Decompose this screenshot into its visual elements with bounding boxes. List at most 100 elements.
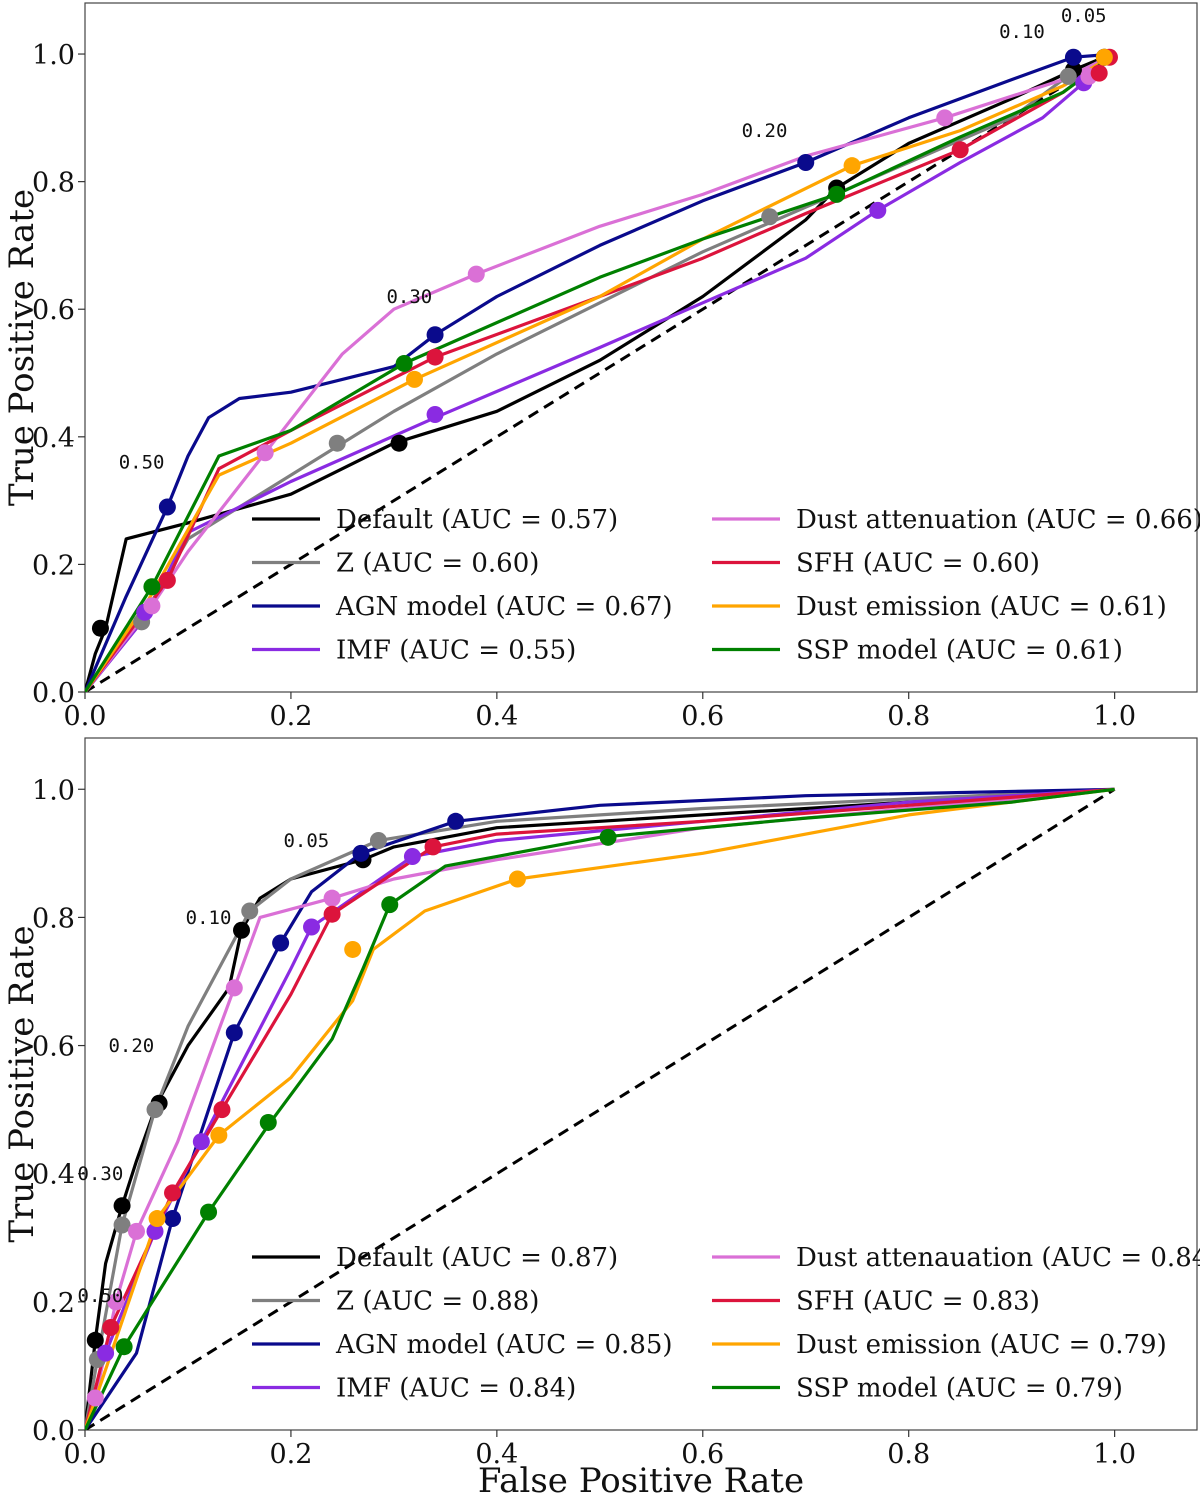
threshold-marker-imf — [869, 201, 887, 219]
threshold-marker-ssp-model — [143, 578, 161, 596]
threshold-annotation: 0.20 — [742, 120, 788, 142]
threshold-marker-dust-emission — [843, 157, 861, 175]
threshold-marker-z — [761, 208, 779, 226]
series-line-ssp-model — [85, 787, 1115, 1430]
plot-frame — [84, 2, 1198, 693]
legend-label-default: Default (AUC = 0.87) — [336, 1243, 618, 1273]
y-tick-label: 0.2 — [32, 1288, 75, 1319]
threshold-annotation: 0.20 — [108, 1035, 154, 1057]
legend-label-sfh: SFH (AUC = 0.83) — [796, 1287, 1040, 1317]
y-tick-label: 0.4 — [32, 423, 75, 454]
x-tick-label: 0.4 — [475, 701, 518, 732]
threshold-marker-dust-attenuation — [225, 979, 243, 997]
plot-area — [85, 48, 1118, 692]
threshold-marker-dust-attenuation — [936, 109, 954, 127]
x-tick-label: 0.6 — [681, 1439, 724, 1470]
threshold-marker-sfh — [951, 141, 969, 159]
threshold-marker-dust-emission — [210, 1126, 228, 1144]
legend-label-imf: IMF (AUC = 0.84) — [336, 1374, 576, 1404]
threshold-marker-imf — [403, 848, 421, 866]
threshold-marker-z — [328, 434, 346, 452]
threshold-marker-sfh — [323, 905, 341, 923]
legend-label-z: Z (AUC = 0.88) — [336, 1287, 539, 1317]
series-line-dust-emission — [85, 787, 1115, 1430]
x-tick-label: 0.0 — [64, 1439, 107, 1470]
threshold-marker-sfh — [426, 348, 444, 366]
threshold-marker-dust-attenuation — [127, 1222, 145, 1240]
threshold-marker-ssp-model — [395, 354, 413, 372]
legend-label-agn-model: AGN model (AUC = 0.67) — [335, 592, 673, 622]
threshold-marker-dust-emission — [344, 940, 362, 958]
threshold-marker-agn-model — [158, 498, 176, 516]
threshold-marker-agn-model — [797, 153, 815, 171]
series-line-ssp-model — [85, 52, 1116, 692]
y-tick-label: 0.8 — [32, 168, 75, 199]
x-axis-label: False Positive Rate — [478, 1461, 804, 1496]
threshold-marker-ssp-model — [381, 896, 399, 914]
legend-label-sfh: SFH (AUC = 0.60) — [796, 549, 1040, 579]
x-tick-label: 1.0 — [1093, 701, 1136, 732]
legend-label-ssp-model: SSP model (AUC = 0.61) — [796, 636, 1123, 666]
x-tick-label: 0.2 — [269, 1439, 312, 1470]
legend-label-imf: IMF (AUC = 0.55) — [336, 636, 576, 666]
threshold-marker-dust-attenuation — [256, 444, 274, 462]
threshold-marker-z — [146, 1101, 164, 1119]
threshold-marker-ssp-model — [115, 1338, 133, 1356]
threshold-marker-dust-attenuation — [143, 597, 161, 615]
threshold-marker-dust-emission — [508, 870, 526, 888]
threshold-annotation: 0.10 — [999, 21, 1045, 43]
threshold-annotation: 0.05 — [283, 830, 329, 852]
threshold-marker-default — [91, 619, 109, 637]
threshold-annotation: 0.30 — [78, 1163, 124, 1185]
threshold-marker-dust-attenuation — [86, 1389, 104, 1407]
legend-label-agn-model: AGN model (AUC = 0.85) — [335, 1330, 673, 1360]
legend-label-dust-emission: Dust emission (AUC = 0.79) — [796, 1330, 1167, 1360]
threshold-marker-ssp-model — [828, 185, 846, 203]
y-tick-label: 0.6 — [32, 1032, 75, 1063]
x-tick-label: 0.0 — [64, 701, 107, 732]
threshold-marker-sfh — [1090, 64, 1108, 82]
chance-diagonal-line — [85, 52, 1116, 692]
x-tick-label: 0.4 — [475, 1439, 518, 1470]
series-line-dust-emission — [85, 52, 1116, 692]
x-tick-label: 1.0 — [1093, 1439, 1136, 1470]
threshold-marker-sfh — [158, 571, 176, 589]
legend-label-default: Default (AUC = 0.57) — [336, 505, 618, 535]
y-tick-label: 1.0 — [32, 40, 75, 71]
roc-panel-bottom: 0.0 0.2 0.4 0.6 0.8 1.0 0.0 0.2 0.4 0.6 0.8 1.0 True… — [2, 737, 1200, 1496]
legend: Default (AUC = 0.57) Z (AUC = 0.60) AGN mo… — [252, 505, 1200, 666]
threshold-marker-default — [113, 1197, 131, 1215]
threshold-marker-z — [241, 902, 259, 920]
y-tick-label: 0.8 — [32, 903, 75, 934]
threshold-marker-dust-emission — [405, 370, 423, 388]
threshold-marker-agn-model — [225, 1024, 243, 1042]
threshold-marker-sfh — [213, 1101, 231, 1119]
y-tick-label: 0.2 — [32, 550, 75, 581]
x-tick-label: 0.6 — [681, 701, 724, 732]
chance-diagonal-line — [85, 787, 1116, 1430]
threshold-marker-z — [369, 832, 387, 850]
threshold-marker-sfh — [424, 838, 442, 856]
threshold-marker-agn-model — [164, 1210, 182, 1228]
threshold-marker-imf — [146, 1222, 164, 1240]
threshold-marker-z — [113, 1216, 131, 1234]
threshold-marker-dust-emission — [148, 1210, 166, 1228]
threshold-marker-imf — [426, 405, 444, 423]
legend: Default (AUC = 0.87) Z (AUC = 0.88) AGN mo… — [252, 1243, 1200, 1404]
threshold-marker-z — [1059, 67, 1077, 85]
roc-panel-top: 0.0 0.2 0.4 0.6 0.8 1.0 0.0 0.2 0.4 0.6 0.8 1.0 True… — [2, 2, 1200, 732]
threshold-marker-agn-model — [447, 812, 465, 830]
threshold-marker-ssp-model — [200, 1203, 218, 1221]
y-tick-label: 0.4 — [32, 1160, 75, 1191]
legend-label-dust-emission: Dust emission (AUC = 0.61) — [796, 592, 1167, 622]
threshold-marker-dust-emission — [1095, 48, 1113, 66]
threshold-annotation: 0.30 — [386, 286, 432, 308]
legend-label-dust-attenuation: Dust attenauation (AUC = 0.84) — [796, 1243, 1200, 1273]
legend-label-dust-attenuation: Dust attenuation (AUC = 0.66) — [796, 505, 1200, 535]
threshold-marker-default — [233, 921, 251, 939]
threshold-marker-ssp-model — [259, 1113, 277, 1131]
series-line-agn-model — [85, 787, 1115, 1430]
threshold-marker-imf — [192, 1133, 210, 1151]
threshold-annotation: 0.10 — [186, 907, 232, 929]
threshold-marker-dust-attenuation — [107, 1293, 125, 1311]
